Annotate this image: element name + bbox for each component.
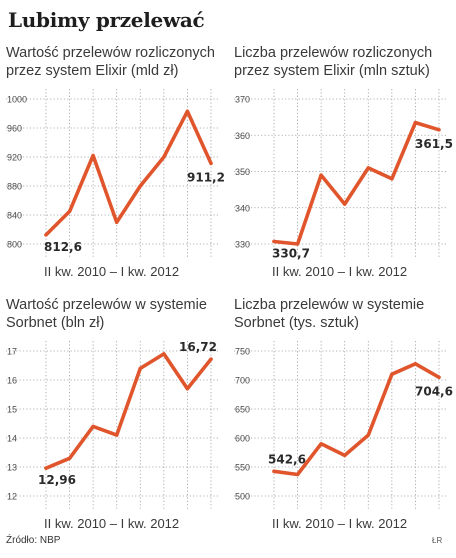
y-tick-label: 15: [7, 405, 17, 415]
y-tick-label: 800: [7, 240, 22, 250]
y-tick-label: 920: [7, 153, 22, 163]
y-tick-label: 1000: [7, 95, 27, 105]
chart-title-line-2: Sorbnet (bln zł): [6, 315, 105, 331]
series-line: [272, 362, 441, 477]
y-tick-label: 500: [235, 492, 250, 502]
source-note: Źródło: NBP: [6, 535, 61, 546]
y-tick-label: 330: [235, 240, 250, 250]
data-point: [295, 242, 300, 246]
data-point: [91, 153, 95, 158]
data-point: [366, 433, 370, 437]
last-value-label: 704,6: [415, 384, 453, 398]
first-value-label: 542,6: [268, 452, 306, 466]
data-point: [343, 202, 347, 206]
chart-title-line-2: przez system Elixir (mld zł): [6, 63, 179, 79]
line-chart: 370 360 350 340 330 II kw. 2010 – I kw. 2012 3…: [234, 89, 453, 279]
x-range-label: II kw. 2010 – I kw. 2012: [44, 516, 179, 531]
last-value-label: 16,72: [179, 340, 217, 354]
data-point: [437, 375, 441, 379]
data-point: [413, 120, 418, 125]
chart-title-line-1: Wartość przelewów w systemie: [6, 297, 207, 313]
data-point: [138, 184, 142, 188]
data-point: [185, 387, 190, 391]
chart-panel-elixir-count: Liczba przelewów rozliczonych przez syst…: [234, 44, 454, 306]
data-point: [138, 366, 142, 370]
y-tick-label: 13: [7, 463, 17, 473]
data-point: [67, 209, 72, 213]
data-point: [390, 372, 394, 376]
chart-title: Liczba przelewów rozliczonych przez syst…: [234, 44, 454, 80]
data-point: [91, 424, 95, 428]
y-tick-label: 12: [7, 492, 17, 502]
y-tick-label: 370: [235, 95, 250, 105]
y-tick-label: 750: [235, 347, 250, 357]
chart-title-line-2: przez system Elixir (mln sztuk): [234, 63, 430, 79]
chart-title: Liczba przelewów w systemie Sorbnet (tys…: [234, 296, 454, 332]
y-tick-label: 17: [7, 347, 17, 357]
chart-title-line-1: Liczba przelewów w systemie: [234, 297, 425, 313]
data-point: [162, 352, 166, 356]
data-point: [390, 177, 394, 181]
y-tick-label: 16: [7, 376, 17, 386]
chart-panel-elixir-value: Wartość przelewów rozliczonych przez sys…: [6, 44, 226, 306]
last-value-label: 911,2: [187, 170, 225, 184]
chart-panel-sorbnet-value: Wartość przelewów w systemie Sorbnet (bl…: [6, 296, 226, 558]
data-point: [413, 362, 418, 366]
data-point: [44, 466, 48, 470]
y-tick-label: 840: [7, 211, 22, 221]
data-point: [185, 109, 190, 113]
data-point: [115, 433, 119, 437]
line-chart: 1000 960 920 880 840 800 II kw. 2010 – I kw. 2…: [6, 89, 225, 279]
y-tick-label: 960: [7, 124, 22, 134]
y-tick-label: 650: [235, 405, 250, 415]
chart-title-line-1: Wartość przelewów rozliczonych: [6, 45, 215, 61]
x-range-label: II kw. 2010 – I kw. 2012: [44, 264, 179, 279]
last-value-label: 361,5: [415, 137, 453, 151]
data-point: [272, 469, 276, 473]
author-credit: ŁR: [432, 536, 443, 545]
series-line: [272, 120, 441, 246]
y-tick-label: 550: [235, 463, 250, 473]
data-point: [319, 173, 323, 177]
y-tick-label: 700: [235, 376, 250, 386]
first-value-label: 12,96: [38, 473, 76, 487]
data-point: [67, 456, 72, 460]
y-tick-label: 340: [235, 203, 250, 213]
y-tick-label: 14: [7, 434, 17, 444]
chart-title: Wartość przelewów rozliczonych przez sys…: [6, 44, 226, 80]
data-point: [295, 472, 300, 477]
x-range-label: II kw. 2010 – I kw. 2012: [272, 516, 407, 531]
data-point: [44, 233, 48, 237]
y-tick-label: 600: [235, 434, 250, 444]
chart-title: Wartość przelewów w systemie Sorbnet (bl…: [6, 296, 226, 332]
data-point: [319, 442, 323, 446]
data-point: [209, 161, 213, 165]
y-tick-label: 360: [235, 131, 250, 141]
series-line: [44, 109, 213, 237]
line-chart: 750 700 650 600 550 500 II kw. 2010 – I kw. 20…: [234, 341, 453, 531]
chart-title-line-2: Sorbnet (tys. sztuk): [234, 315, 359, 331]
data-point: [437, 128, 441, 132]
first-value-label: 330,7: [272, 246, 310, 260]
data-point: [115, 220, 119, 224]
data-point: [209, 357, 213, 361]
chart-panel-sorbnet-count: Liczba przelewów w systemie Sorbnet (tys…: [234, 296, 454, 558]
x-range-label: II kw. 2010 – I kw. 2012: [272, 264, 407, 279]
data-point: [272, 239, 276, 244]
line-chart: 17 16 15 14 13 12 II kw. 2010 – I kw. 2012 12,9…: [6, 340, 218, 531]
main-title: Lubimy przelewać: [8, 8, 205, 32]
first-value-label: 812,6: [44, 240, 82, 254]
series-line: [44, 352, 213, 470]
data-point: [162, 155, 166, 159]
data-point: [343, 453, 347, 457]
chart-title-line-1: Liczba przelewów rozliczonych: [234, 45, 433, 61]
y-tick-label: 350: [235, 167, 250, 177]
y-tick-label: 880: [7, 182, 22, 192]
data-point: [366, 166, 370, 170]
